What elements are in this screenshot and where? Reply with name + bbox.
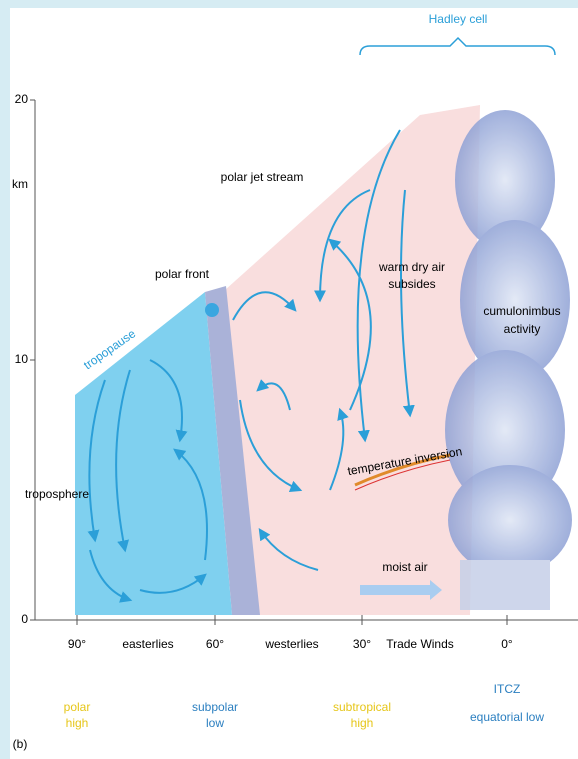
annotation: subsides bbox=[388, 277, 435, 291]
wind-label: Trade Winds bbox=[386, 637, 454, 651]
moist-air-arrow bbox=[360, 585, 430, 595]
annotation: troposphere bbox=[25, 487, 89, 501]
jet-stream bbox=[205, 303, 219, 317]
axis-tick-label: 20 bbox=[15, 92, 29, 106]
panel-label: (b) bbox=[13, 737, 28, 751]
pressure-zone: subpolar bbox=[192, 700, 238, 714]
axis-tick-label: 10 bbox=[15, 352, 29, 366]
annotation: warm dry air bbox=[378, 260, 445, 274]
axis-tick-label: 0 bbox=[21, 612, 28, 626]
pressure-zone: high bbox=[351, 716, 374, 730]
pressure-zone: subtropical bbox=[333, 700, 391, 714]
pressure-zone: polar bbox=[64, 700, 91, 714]
wind-label: easterlies bbox=[122, 637, 173, 651]
annotation: polar jet stream bbox=[221, 170, 304, 184]
annotation: activity bbox=[504, 322, 541, 336]
annotation: moist air bbox=[382, 560, 427, 574]
axis-unit: km bbox=[12, 177, 28, 191]
latitude-label: 90° bbox=[68, 637, 86, 651]
annotation: polar front bbox=[155, 267, 210, 281]
frame-left bbox=[0, 0, 10, 759]
hadley-label: Hadley cell bbox=[429, 12, 488, 26]
latitude-label: 30° bbox=[353, 637, 371, 651]
latitude-label: 60° bbox=[206, 637, 224, 651]
annotation: cumulonimbus bbox=[483, 304, 560, 318]
pressure-zone: low bbox=[206, 716, 224, 730]
pressure-zone: ITCZ bbox=[494, 682, 521, 696]
frame-top bbox=[0, 0, 578, 8]
diagram: Hadley cell 20 km 10 0 90° easterlies 60… bbox=[0, 0, 578, 759]
latitude-label: 0° bbox=[501, 637, 513, 651]
wind-label: westerlies bbox=[264, 637, 318, 651]
pressure-zone: high bbox=[66, 716, 89, 730]
pressure-zone: equatorial low bbox=[470, 710, 544, 724]
